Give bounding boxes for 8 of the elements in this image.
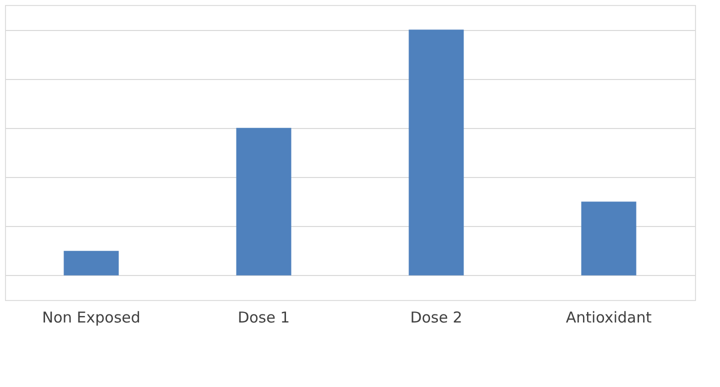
x-tick-label: Dose 1 [238, 308, 290, 326]
bar [408, 30, 464, 276]
x-tick-label: Dose 2 [410, 308, 462, 326]
bar [581, 202, 636, 276]
bar [64, 250, 119, 276]
x-tick-label: Non Exposed [42, 308, 140, 326]
x-tick-label: Antioxidant [566, 308, 652, 326]
bar [236, 128, 292, 276]
